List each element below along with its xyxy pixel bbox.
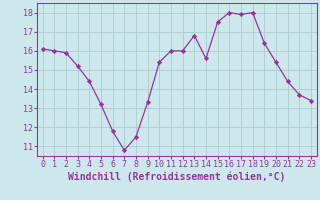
X-axis label: Windchill (Refroidissement éolien,°C): Windchill (Refroidissement éolien,°C) (68, 172, 285, 182)
